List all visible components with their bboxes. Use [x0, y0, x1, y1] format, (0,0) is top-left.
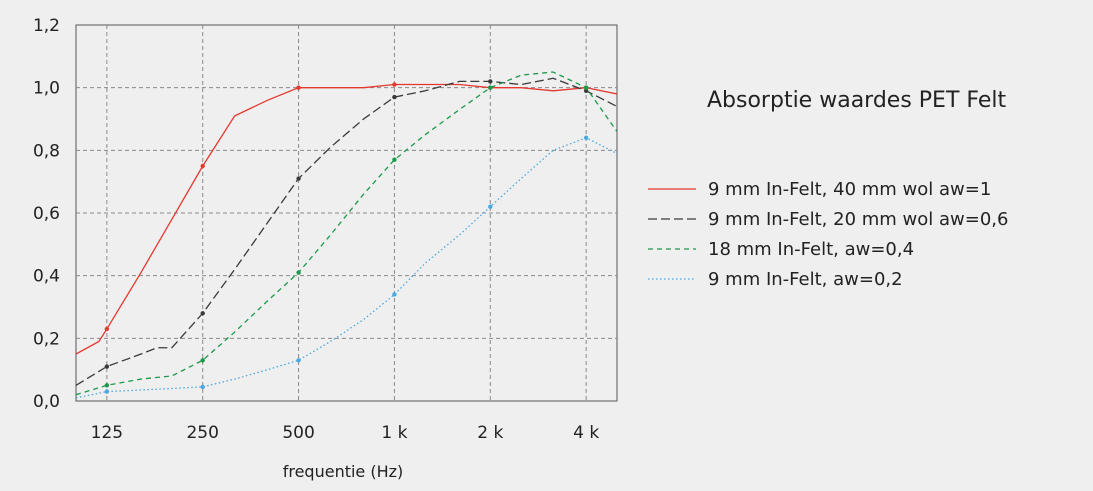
- x-tick-labels: 125 250 500 1 k 2 k 4 k: [91, 423, 600, 443]
- legend-swatch: [648, 248, 696, 250]
- data-point: [488, 85, 493, 90]
- series-3: [76, 71, 617, 396]
- legend-swatch: [648, 188, 696, 190]
- data-point: [296, 176, 301, 181]
- data-point: [392, 82, 397, 87]
- x-tick-label: 2 k: [477, 423, 503, 443]
- y-tick-labels: 0,0 0,2 0,4 0,6 0,8 1,0 1,2: [33, 16, 60, 412]
- x-tick-label: 125: [91, 423, 123, 443]
- data-point: [104, 389, 110, 394]
- y-tick-label: 0,8: [33, 141, 60, 161]
- chart-title: Absorptie waardes PET Felt: [707, 88, 1007, 113]
- data-point: [392, 94, 397, 100]
- x-tick-label: 1 k: [381, 423, 407, 443]
- data-point: [296, 85, 301, 90]
- legend-swatch: [648, 278, 696, 280]
- series-line: [76, 83, 617, 355]
- data-point: [583, 135, 589, 140]
- legend-label: 18 mm In-Felt, aw=0,4: [708, 238, 915, 260]
- y-tick-label: 0,2: [33, 329, 60, 349]
- legend-entry: 18 mm In-Felt, aw=0,4: [648, 234, 1008, 264]
- y-tick-label: 0,0: [33, 392, 60, 412]
- x-tick-label: 250: [186, 423, 218, 443]
- legend-label: 9 mm In-Felt, 40 mm wol aw=1: [708, 178, 992, 200]
- chart: 0,0 0,2 0,4 0,6 0,8 1,0 1,2 125 250 500 1 k 2 k 4 k…: [33, 16, 618, 481]
- data-point: [104, 326, 110, 332]
- data-point: [200, 384, 205, 390]
- data-point: [200, 358, 205, 363]
- data-point: [488, 79, 493, 84]
- legend-label: 9 mm In-Felt, 20 mm wol aw=0,6: [708, 208, 1009, 230]
- data-point: [296, 270, 301, 275]
- series-4: [76, 135, 617, 399]
- legend-entry: 9 mm In-Felt, 40 mm wol aw=1: [648, 174, 1008, 204]
- legend: 9 mm In-Felt, 40 mm wol aw=1 9 mm In-Felt…: [648, 174, 1008, 294]
- legend-label: 9 mm In-Felt, aw=0,2: [708, 268, 903, 290]
- x-tick-label: 4 k: [573, 423, 599, 443]
- series-line: [76, 71, 617, 396]
- data-point: [104, 364, 110, 369]
- data-point: [488, 204, 493, 209]
- data-point: [200, 311, 205, 316]
- y-tick-label: 1,0: [33, 79, 60, 99]
- data-point: [200, 163, 205, 169]
- legend-entry: 9 mm In-Felt, 20 mm wol aw=0,6: [648, 204, 1008, 234]
- series-layer: [76, 71, 617, 399]
- data-point: [296, 358, 301, 363]
- data-point: [392, 292, 397, 297]
- data-point: [583, 85, 589, 90]
- x-axis-label: frequentie (Hz): [283, 462, 404, 481]
- legend-swatch: [648, 218, 696, 220]
- x-tick-label: 500: [282, 423, 314, 443]
- data-point: [104, 383, 110, 388]
- y-tick-label: 1,2: [33, 16, 60, 36]
- legend-entry: 9 mm In-Felt, aw=0,2: [648, 264, 1008, 294]
- data-point: [392, 157, 397, 162]
- y-tick-label: 0,6: [33, 204, 60, 224]
- y-tick-label: 0,4: [33, 267, 60, 287]
